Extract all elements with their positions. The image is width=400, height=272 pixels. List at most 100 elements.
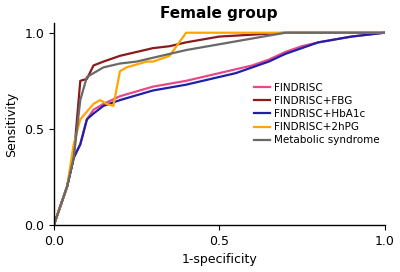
FINDRISC+2hPG bbox=[250, 31, 255, 34]
Metabolic syndrome bbox=[118, 62, 122, 65]
FINDRISC+HbA1c bbox=[58, 204, 63, 208]
Line: FINDRISC+FBG: FINDRISC+FBG bbox=[54, 33, 384, 225]
FINDRISC+2hPG bbox=[118, 70, 122, 73]
FINDRISC+2hPG bbox=[111, 104, 116, 107]
FINDRISC bbox=[58, 204, 63, 208]
FINDRISC+2hPG bbox=[151, 60, 156, 63]
FINDRISC+2hPG bbox=[104, 102, 109, 106]
Line: FINDRISC+HbA1c: FINDRISC+HbA1c bbox=[54, 33, 384, 225]
Metabolic syndrome bbox=[167, 52, 172, 55]
FINDRISC+2hPG bbox=[382, 31, 387, 34]
Metabolic syndrome bbox=[151, 56, 156, 59]
Metabolic syndrome bbox=[382, 31, 387, 34]
FINDRISC+HbA1c bbox=[71, 156, 76, 159]
FINDRISC+HbA1c bbox=[233, 72, 238, 75]
FINDRISC bbox=[52, 224, 56, 227]
FINDRISC+2hPG bbox=[65, 185, 70, 188]
FINDRISC bbox=[118, 95, 122, 98]
FINDRISC bbox=[382, 31, 387, 34]
FINDRISC+FBG bbox=[151, 47, 156, 50]
Metabolic syndrome bbox=[217, 43, 222, 46]
FINDRISC bbox=[233, 68, 238, 71]
FINDRISC bbox=[101, 102, 106, 106]
FINDRISC+FBG bbox=[217, 35, 222, 38]
Line: FINDRISC+2hPG: FINDRISC+2hPG bbox=[54, 33, 384, 225]
FINDRISC bbox=[300, 45, 304, 48]
FINDRISC+HbA1c bbox=[91, 112, 96, 115]
FINDRISC+HbA1c bbox=[118, 98, 122, 102]
Metabolic syndrome bbox=[184, 48, 188, 52]
FINDRISC bbox=[71, 156, 76, 159]
Metabolic syndrome bbox=[250, 37, 255, 40]
Metabolic syndrome bbox=[71, 156, 76, 159]
FINDRISC+FBG bbox=[84, 77, 89, 81]
FINDRISC bbox=[250, 64, 255, 67]
FINDRISC bbox=[349, 35, 354, 38]
FINDRISC+2hPG bbox=[167, 54, 172, 57]
Y-axis label: Sensitivity: Sensitivity bbox=[6, 92, 18, 157]
Metabolic syndrome bbox=[349, 31, 354, 34]
FINDRISC bbox=[91, 108, 96, 111]
FINDRISC+FBG bbox=[283, 31, 288, 34]
FINDRISC+FBG bbox=[167, 45, 172, 48]
FINDRISC bbox=[316, 41, 321, 44]
Metabolic syndrome bbox=[58, 204, 63, 208]
Line: FINDRISC: FINDRISC bbox=[54, 33, 384, 225]
FINDRISC+FBG bbox=[382, 31, 387, 34]
Metabolic syndrome bbox=[52, 224, 56, 227]
FINDRISC+HbA1c bbox=[250, 66, 255, 69]
FINDRISC+HbA1c bbox=[316, 41, 321, 44]
FINDRISC+FBG bbox=[101, 60, 106, 63]
FINDRISC bbox=[184, 79, 188, 82]
FINDRISC bbox=[78, 143, 83, 146]
FINDRISC+FBG bbox=[58, 204, 63, 208]
FINDRISC+HbA1c bbox=[52, 224, 56, 227]
Metabolic syndrome bbox=[91, 72, 96, 75]
FINDRISC+2hPG bbox=[78, 118, 83, 121]
FINDRISC bbox=[84, 118, 89, 121]
FINDRISC+HbA1c bbox=[184, 83, 188, 86]
FINDRISC+HbA1c bbox=[101, 104, 106, 107]
FINDRISC+HbA1c bbox=[84, 118, 89, 121]
FINDRISC+FBG bbox=[349, 31, 354, 34]
FINDRISC+HbA1c bbox=[349, 35, 354, 38]
Legend: FINDRISC, FINDRISC+FBG, FINDRISC+HbA1c, FINDRISC+2hPG, Metabolic syndrome: FINDRISC, FINDRISC+FBG, FINDRISC+HbA1c, … bbox=[254, 83, 379, 145]
FINDRISC+FBG bbox=[250, 33, 255, 36]
FINDRISC bbox=[65, 185, 70, 188]
FINDRISC+2hPG bbox=[316, 31, 321, 34]
X-axis label: 1-specificity: 1-specificity bbox=[181, 254, 257, 267]
FINDRISC+2hPG bbox=[71, 143, 76, 146]
FINDRISC+FBG bbox=[71, 156, 76, 159]
FINDRISC+FBG bbox=[316, 31, 321, 34]
FINDRISC+2hPG bbox=[91, 102, 96, 106]
Metabolic syndrome bbox=[134, 60, 139, 63]
FINDRISC+2hPG bbox=[124, 66, 129, 69]
FINDRISC+HbA1c bbox=[217, 75, 222, 79]
FINDRISC+HbA1c bbox=[151, 89, 156, 92]
FINDRISC+2hPG bbox=[184, 31, 188, 34]
FINDRISC+2hPG bbox=[283, 31, 288, 34]
FINDRISC+HbA1c bbox=[266, 60, 271, 63]
Metabolic syndrome bbox=[65, 185, 70, 188]
FINDRISC+2hPG bbox=[349, 31, 354, 34]
FINDRISC bbox=[283, 50, 288, 54]
FINDRISC bbox=[217, 72, 222, 75]
FINDRISC+FBG bbox=[184, 41, 188, 44]
Metabolic syndrome bbox=[78, 98, 83, 102]
FINDRISC bbox=[266, 58, 271, 61]
FINDRISC+2hPG bbox=[217, 31, 222, 34]
FINDRISC+FBG bbox=[134, 50, 139, 54]
Metabolic syndrome bbox=[84, 75, 89, 79]
Metabolic syndrome bbox=[101, 66, 106, 69]
FINDRISC+FBG bbox=[91, 64, 96, 67]
FINDRISC+HbA1c bbox=[300, 47, 304, 50]
Line: Metabolic syndrome: Metabolic syndrome bbox=[54, 33, 384, 225]
FINDRISC+HbA1c bbox=[283, 52, 288, 55]
FINDRISC+HbA1c bbox=[65, 185, 70, 188]
FINDRISC+FBG bbox=[52, 224, 56, 227]
FINDRISC+2hPG bbox=[58, 204, 63, 208]
FINDRISC bbox=[151, 85, 156, 88]
FINDRISC+2hPG bbox=[144, 60, 149, 63]
FINDRISC+2hPG bbox=[131, 64, 136, 67]
FINDRISC+HbA1c bbox=[382, 31, 387, 34]
